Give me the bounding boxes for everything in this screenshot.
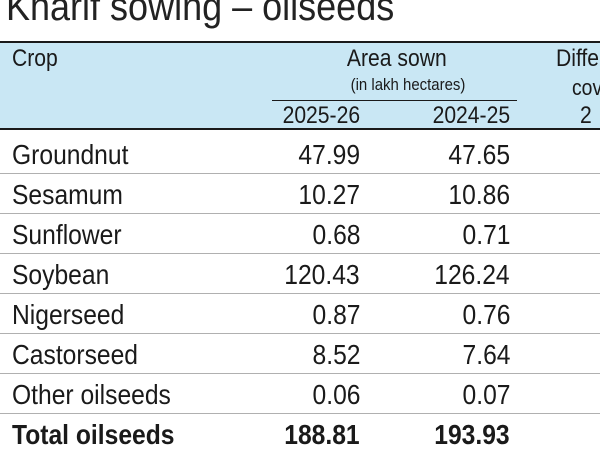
crop-name: Sunflower [12, 219, 122, 250]
header-year-2025-26: 2025-26 [282, 102, 360, 129]
area-2025-26: 47.99 [298, 139, 360, 170]
table-row: Sunflower 0.68 0.71 [0, 214, 600, 254]
table-header: Crop Area sown (in lakh hectares) 2025-2… [0, 41, 600, 130]
crop-name: Sesamum [12, 179, 123, 210]
area-2024-25: 7.64 [462, 339, 510, 370]
table-row: Sesamum 10.27 10.86 [0, 174, 600, 214]
total-row: Total oilseeds 188.81 193.93 [0, 414, 600, 450]
header-area-sown: Area sown [347, 45, 497, 73]
table-row: Castorseed 8.52 7.64 [0, 334, 600, 374]
total-label: Total oilseeds [12, 419, 175, 450]
header-difference: Diffe [556, 45, 600, 72]
header-unit: (in lakh hectares) [350, 75, 466, 94]
area-2025-26: 0.06 [312, 379, 360, 410]
area-2024-25: 47.65 [448, 139, 510, 170]
area-2024-25: 0.07 [462, 379, 510, 410]
total-2025-26: 188.81 [284, 419, 360, 450]
area-2024-25: 0.71 [462, 219, 510, 250]
crop-name: Groundnut [12, 139, 129, 170]
area-2025-26: 0.87 [312, 299, 360, 330]
header-coverage: cov [572, 75, 600, 100]
area-2024-25: 10.86 [448, 179, 510, 210]
area-2025-26: 0.68 [312, 219, 360, 250]
table-row: Nigerseed 0.87 0.76 [0, 294, 600, 334]
header-difference-year: 2 [580, 102, 592, 129]
area-2024-25: 0.76 [462, 299, 510, 330]
crop-name: Soybean [12, 259, 110, 290]
area-2025-26: 10.27 [298, 179, 360, 210]
header-crop: Crop [12, 45, 58, 72]
table-row: Soybean 120.43 126.24 [0, 254, 600, 294]
area-2025-26: 8.52 [312, 339, 360, 370]
table-row: Groundnut 47.99 47.65 [0, 134, 600, 174]
header-year-2024-25: 2024-25 [432, 102, 510, 129]
area-2025-26: 120.43 [284, 259, 360, 290]
page-title: Kharif sowing – oilseeds [6, 0, 395, 29]
table-row: Other oilseeds 0.06 0.07 [0, 374, 600, 414]
header-divider [272, 100, 517, 101]
crop-name: Castorseed [12, 339, 139, 370]
crop-name: Nigerseed [12, 299, 125, 330]
header-area-sown-label: Area sown [346, 45, 447, 72]
total-2024-25: 193.93 [434, 419, 510, 450]
area-2024-25: 126.24 [434, 259, 510, 290]
crop-name: Other oilseeds [12, 379, 171, 410]
